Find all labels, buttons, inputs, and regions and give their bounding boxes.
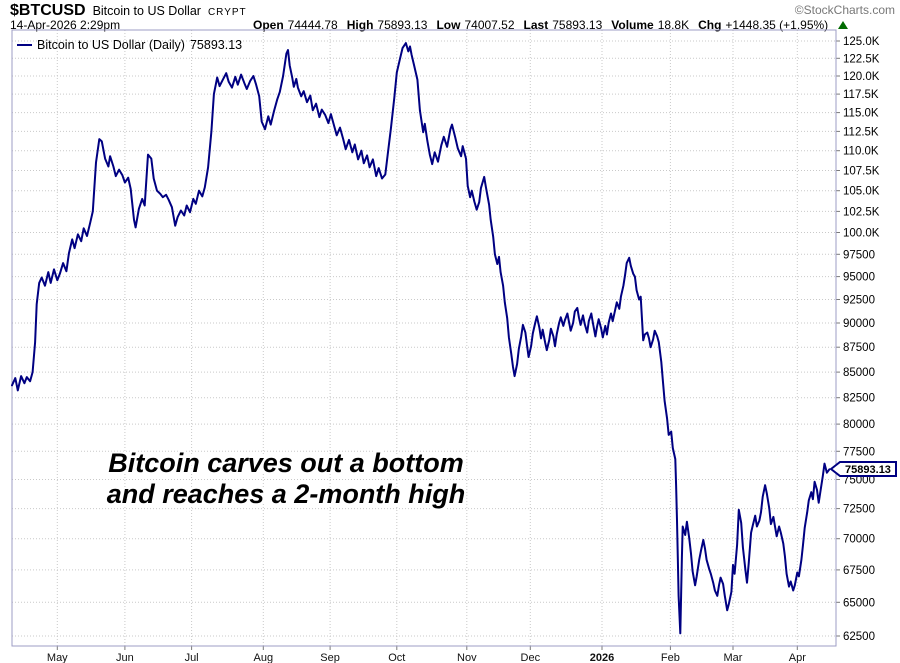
price-tag-arrow-box: [829, 461, 897, 477]
y-axis-label: 122.5K: [843, 53, 880, 65]
y-axis-label: 62500: [843, 631, 875, 643]
y-axis-label: 117.5K: [843, 89, 879, 101]
x-axis-label: 2026: [590, 652, 614, 663]
y-axis-label: 75000: [843, 475, 875, 487]
change-up-icon: [838, 21, 849, 29]
quote-field-label: High: [346, 18, 374, 32]
x-axis-label: Aug: [254, 652, 274, 663]
y-axis-label: 77500: [843, 446, 875, 458]
quote-field-label: Low: [436, 18, 461, 32]
quote-field: Chg +1448.35 (+1.95%): [698, 18, 828, 32]
y-axis-label: 67500: [843, 565, 875, 577]
quote-field-label: Last: [523, 18, 549, 32]
exchange-label: CRYPT: [207, 7, 247, 18]
y-axis-label: 115.0K: [843, 108, 879, 120]
symbol-name: Bitcoin to US Dollar: [92, 4, 201, 18]
quote-field-value: 18.8K: [657, 18, 690, 32]
x-axis-label: Apr: [789, 652, 806, 663]
y-axis-label: 97500: [843, 249, 875, 261]
y-axis-label: 72500: [843, 504, 875, 516]
y-axis-label: 82500: [843, 393, 875, 405]
quote-field: Last 75893.13: [524, 18, 603, 32]
chart-legend: Bitcoin to US Dollar (Daily) 75893.13: [17, 38, 242, 52]
line-series-swatch: [17, 44, 32, 46]
copyright-label: ©StockCharts.com: [794, 3, 895, 17]
y-axis-label: 120.0K: [843, 71, 880, 83]
price-tag-value: 75893.13: [845, 464, 891, 476]
symbol-label: $BTCUSD: [10, 2, 86, 19]
quote-strip: Open 74444.78 High 75893.13 Low 74007.52 Last 7…: [253, 18, 849, 32]
quote-field: Open 74444.78: [253, 18, 338, 32]
y-axis-label: 112.5K: [843, 126, 879, 138]
y-axis-label: 65000: [843, 597, 875, 609]
price-tag-shape: 75893.13: [829, 461, 897, 477]
x-axis-label: Oct: [388, 652, 405, 663]
legend-value: 75893.13: [189, 38, 243, 52]
x-axis-label: Feb: [661, 652, 680, 663]
y-axis-label: 102.5K: [843, 206, 880, 218]
quote-field-value: 74444.78: [287, 18, 338, 32]
quote-field: Low 74007.52: [436, 18, 514, 32]
y-axis-label: 80000: [843, 419, 875, 431]
annotation-line-2: and reaches a 2-month high: [106, 479, 466, 509]
x-axis-label: Dec: [521, 652, 541, 663]
quote-field-value: 74007.52: [464, 18, 515, 32]
quote-field: High 75893.13: [347, 18, 428, 32]
y-axis-label: 110.0K: [843, 146, 879, 158]
y-axis-label: 90000: [843, 318, 875, 330]
x-axis-label: Jun: [116, 652, 134, 663]
quote-field-value: 75893.13: [377, 18, 428, 32]
header-line-2: 14-Apr-2026 2:29pm Open 74444.78 High 75893…: [10, 18, 896, 32]
annotation-text: Bitcoin carves out a bottom and reaches …: [64, 448, 508, 510]
quote-field-label: Chg: [698, 18, 722, 32]
quote-field: Volume 18.8K: [611, 18, 689, 32]
x-axis-label: Mar: [724, 652, 743, 663]
y-axis-label: 92500: [843, 295, 875, 307]
y-axis-label: 105.0K: [843, 186, 880, 198]
quote-field-label: Open: [253, 18, 284, 32]
x-axis-label: Nov: [457, 652, 477, 663]
price-line-series: [11, 42, 831, 635]
y-axis-label: 107.5K: [843, 166, 880, 178]
header-line-1: $BTCUSD Bitcoin to US Dollar CRYPT: [10, 2, 247, 20]
y-axis-label: 70000: [843, 534, 875, 546]
x-axis-label: Sep: [320, 652, 340, 663]
timestamp-label: 14-Apr-2026 2:29pm: [10, 18, 121, 32]
plot-border: [11, 29, 837, 647]
y-axis-label: 125.0K: [843, 36, 880, 48]
y-axis-label: 95000: [843, 272, 875, 284]
quote-field-label: Volume: [611, 18, 654, 32]
annotation-line-1: Bitcoin carves out a bottom: [108, 448, 464, 478]
quote-field-value: 75893.13: [552, 18, 603, 32]
y-axis-label: 85000: [843, 367, 875, 379]
legend-label: Bitcoin to US Dollar (Daily): [37, 38, 185, 52]
x-axis-label: Jul: [185, 652, 199, 663]
quote-field-value: +1448.35 (+1.95%): [725, 18, 829, 32]
y-axis-label: 87500: [843, 342, 875, 354]
x-axis-label: May: [47, 652, 68, 663]
y-axis-label: 100.0K: [843, 228, 880, 240]
last-price-tag: 75893.13: [829, 460, 899, 478]
